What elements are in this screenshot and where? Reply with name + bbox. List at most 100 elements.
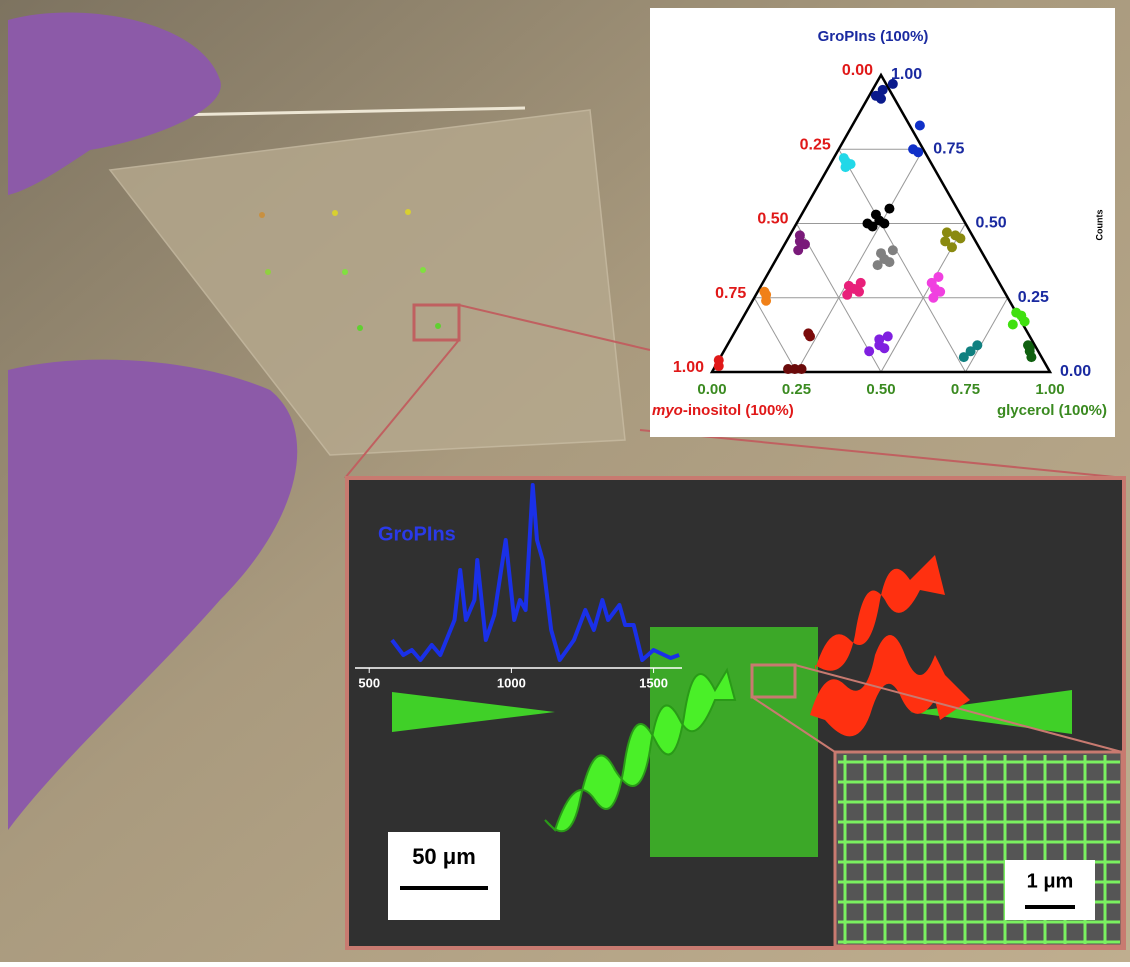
bottom-tick-label: 0.00 xyxy=(697,381,726,398)
bottom-tick-label: 0.50 xyxy=(866,381,895,398)
x-tick-label: 1000 xyxy=(497,675,526,690)
data-point xyxy=(872,260,883,271)
data-point xyxy=(1019,316,1030,327)
bottom-tick-label: 1.00 xyxy=(1035,381,1064,398)
spot-array xyxy=(259,209,441,331)
grid-line xyxy=(796,149,924,373)
data-point xyxy=(854,286,865,297)
data-point xyxy=(884,203,895,214)
data-point xyxy=(972,340,983,351)
x-tick-label: 1500 xyxy=(639,675,668,690)
scale-bar-label: 50 μm xyxy=(412,844,476,869)
zoom-line xyxy=(344,339,460,479)
data-point xyxy=(799,239,810,250)
data-point xyxy=(759,286,770,297)
x-tick-label: 500 xyxy=(358,675,380,690)
glove-finger-bottom xyxy=(8,359,298,830)
slide-edge-glint xyxy=(169,106,526,117)
right-tick-label: 1.00 xyxy=(891,66,922,83)
data-point xyxy=(940,236,951,247)
data-point xyxy=(1007,319,1018,330)
right-axis-title: glycerol (100%) xyxy=(997,402,1107,419)
data-point xyxy=(843,280,854,291)
left-axis-title-italic: myo xyxy=(652,402,683,419)
data-point xyxy=(928,292,939,303)
grid-line xyxy=(838,149,966,373)
grid-line xyxy=(965,297,1009,373)
data-point xyxy=(913,147,924,158)
data-point xyxy=(879,343,890,354)
scale-bar-label: 1 μm xyxy=(1027,870,1074,892)
data-point xyxy=(926,277,937,288)
bottom-tick-label: 0.75 xyxy=(951,381,980,398)
data-point xyxy=(935,286,946,297)
taper-right xyxy=(910,690,1072,734)
data-point xyxy=(838,153,849,164)
zoom-line xyxy=(639,429,1126,479)
left-tick-label: 0.25 xyxy=(800,136,831,153)
taper-left xyxy=(392,692,555,732)
data-point xyxy=(1024,343,1035,354)
data-point xyxy=(933,271,944,282)
data-point xyxy=(877,84,888,95)
counts-label: Counts xyxy=(1094,210,1104,241)
data-point xyxy=(887,78,898,89)
bottom-tick-label: 0.25 xyxy=(782,381,811,398)
emission-wave xyxy=(815,555,945,671)
scale-bar-box xyxy=(1005,860,1095,920)
right-tick-label: 0.75 xyxy=(933,140,964,157)
left-tick-label: 0.00 xyxy=(842,62,873,79)
data-point xyxy=(914,120,925,131)
triangle-frame xyxy=(709,72,1053,374)
data-point xyxy=(946,242,957,253)
zoom-line xyxy=(751,696,836,753)
data-point xyxy=(879,218,890,229)
data-point xyxy=(874,334,885,345)
left-tick-label: 0.75 xyxy=(715,285,746,302)
left-axis-title: myo-inositol (100%) xyxy=(652,402,794,419)
zoom-box xyxy=(412,303,461,342)
data-point xyxy=(882,331,893,342)
data-point xyxy=(1011,307,1022,318)
data-point xyxy=(845,159,856,170)
glove-finger-top xyxy=(8,12,221,195)
glass-slide xyxy=(108,109,626,456)
data-point xyxy=(796,364,807,375)
zoom-line xyxy=(794,664,1123,753)
data-point xyxy=(864,346,875,357)
data-point xyxy=(958,352,969,363)
data-point xyxy=(965,346,976,357)
top-axis-title: GroPIns (100%) xyxy=(818,28,929,45)
data-point xyxy=(713,361,724,372)
data-point xyxy=(870,209,881,220)
scale-bar-box xyxy=(388,832,500,920)
grid-line xyxy=(753,297,797,373)
spectrum-label: GroPIns xyxy=(378,523,456,545)
data-point xyxy=(803,328,814,339)
data-point xyxy=(783,364,794,375)
right-tick-label: 0.25 xyxy=(1018,289,1049,306)
data-point xyxy=(941,227,952,238)
left-axis-title-rest: -inositol (100%) xyxy=(683,402,794,419)
left-tick-label: 0.50 xyxy=(757,211,788,228)
inset-box xyxy=(750,663,797,699)
data-point xyxy=(862,218,873,229)
left-tick-label: 1.00 xyxy=(673,359,704,376)
data-point xyxy=(876,248,886,259)
data-point xyxy=(1026,352,1037,363)
right-tick-label: 0.50 xyxy=(976,215,1007,232)
data-point xyxy=(855,277,866,288)
ternary-plot: 0.00 0.25 0.50 0.75 1.00 1.00 0.75 0.50 0.25 0.00… xyxy=(673,62,1091,398)
data-point xyxy=(761,295,772,306)
data-point xyxy=(884,257,895,268)
data-point xyxy=(794,230,805,241)
data-point xyxy=(887,245,898,256)
emission-wave xyxy=(810,635,970,737)
data-point xyxy=(842,289,853,300)
data-point xyxy=(793,245,804,256)
excitation-wave xyxy=(544,667,737,833)
data-point xyxy=(955,233,966,244)
zoom-line xyxy=(458,304,651,351)
data-point xyxy=(870,90,881,101)
